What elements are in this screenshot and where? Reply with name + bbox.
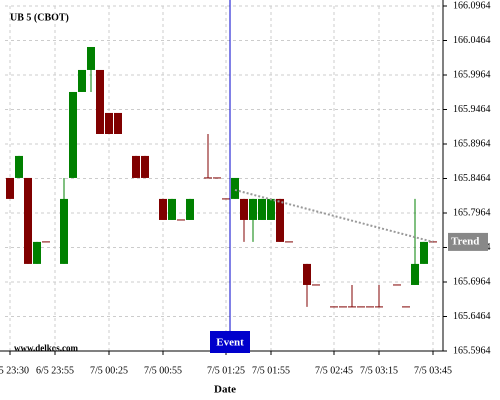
candle-body (159, 198, 167, 220)
x-tick-label: 7/5 01:25 (207, 365, 245, 376)
x-tick-label: 7/5 00:25 (90, 365, 128, 376)
candle-body (6, 177, 14, 199)
candle-body (105, 112, 113, 134)
y-tick-label: 165.8464 (453, 173, 491, 184)
y-tick-label: 165.8964 (453, 138, 491, 149)
y-tick-label: 166.0464 (453, 35, 491, 46)
y-tick-label: 165.6464 (453, 311, 491, 322)
y-tick-label: 165.9964 (453, 69, 491, 80)
candle-body (24, 177, 32, 264)
candle-body (303, 263, 311, 285)
y-tick-label: 166.0964 (453, 0, 491, 11)
event-label-box (210, 331, 250, 353)
candle-body (15, 155, 23, 178)
y-tick-label: 165.7964 (453, 207, 491, 218)
trend-label: Trend (451, 235, 479, 247)
y-tick-label: 165.9464 (453, 104, 491, 115)
candle-body (168, 198, 176, 220)
x-tick-label: 7/5 01:55 (252, 365, 290, 376)
candle-body (186, 198, 194, 220)
candle-body (96, 69, 104, 134)
candle-body (240, 198, 248, 220)
candle-body (258, 198, 266, 220)
x-tick-label: 7/5 03:15 (360, 365, 398, 376)
chart-title: UB 5 (CBOT) (10, 12, 69, 23)
x-tick-label: 7/5 03:45 (414, 365, 452, 376)
candle-body (33, 241, 41, 264)
candle-body (60, 198, 68, 264)
trend-label-box (448, 232, 488, 251)
candle-body (141, 155, 149, 178)
y-tick-label: 165.5964 (453, 345, 491, 356)
x-tick-label: 6/5 23:30 (0, 365, 29, 376)
x-tick-label: 7/5 00:55 (144, 365, 182, 376)
x-tick-label: 6/5 23:55 (36, 365, 74, 376)
candle-body (132, 155, 140, 178)
event-label: Event (216, 337, 244, 349)
x-axis-label: Date (214, 384, 236, 396)
candle-body (267, 198, 275, 220)
x-tick-label: 7/5 02:45 (315, 365, 353, 376)
candle-body (249, 198, 257, 220)
candle-body (231, 177, 239, 199)
y-tick-label: 165.6964 (453, 276, 491, 287)
candle-body (78, 69, 86, 92)
candle-body (87, 46, 95, 70)
candle-body (114, 112, 122, 134)
watermark: www.delkos.com (14, 343, 79, 353)
candle-body (276, 198, 284, 242)
candle-body (69, 91, 77, 178)
candle-body (420, 241, 428, 264)
candle-body (411, 263, 419, 285)
